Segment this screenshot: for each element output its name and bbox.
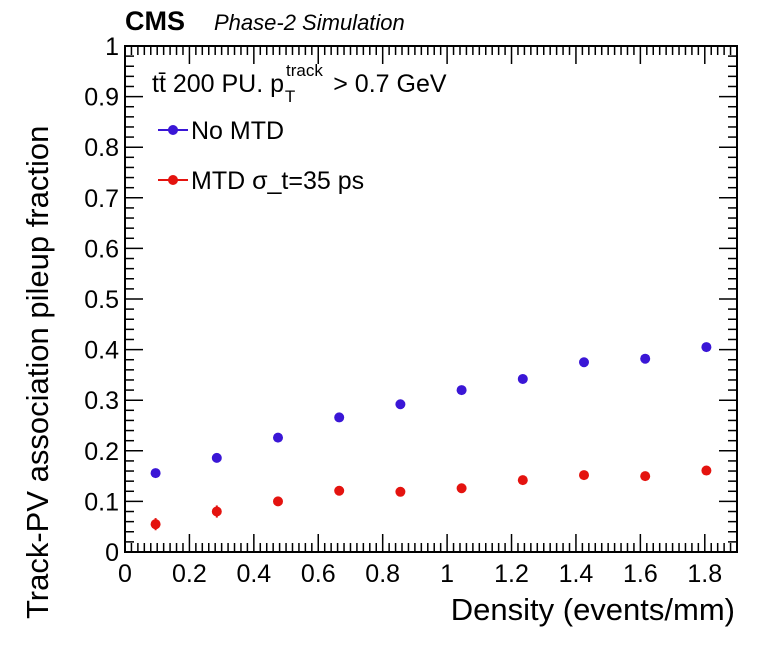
y-tick-label: 0.9: [84, 84, 119, 112]
data-point-series-1: [334, 485, 345, 496]
data-point-series-1: [579, 470, 589, 481]
annotation-sub: T: [285, 87, 295, 106]
data-point-series-0: [640, 353, 651, 364]
data-point-series-1: [150, 519, 161, 530]
y-tick-label: 0.2: [84, 438, 119, 466]
data-points: [150, 342, 712, 531]
x-axis-title: Density (events/mm): [451, 592, 735, 627]
x-tick-label: 0: [118, 560, 132, 588]
data-point-series-1: [517, 475, 528, 486]
x-tick-label: 1.6: [623, 560, 658, 588]
y-tick-label: 0.8: [84, 134, 119, 162]
data-point-series-0: [273, 432, 283, 443]
data-point-series-0: [334, 412, 345, 423]
data-point-series-0: [579, 357, 589, 368]
experiment-sub-label: Phase-2 Simulation: [214, 10, 405, 35]
y-tick-label: 1: [105, 33, 119, 61]
data-point-series-1: [211, 506, 222, 517]
annotation-sup: track: [286, 61, 323, 80]
data-point-series-1: [273, 496, 283, 507]
data-point-series-0: [517, 373, 528, 384]
legend-label-mtd: MTD σ_t=35 ps: [191, 167, 364, 195]
tick-labels: 0 0.2 0.4 0.6 0.8 1 1.2 1.4 1.6 1.8 0 0.1 0.2 0.3 0.4 0…: [84, 33, 722, 588]
annotation-suffix: > 0.7 GeV: [333, 70, 447, 98]
data-point-series-1: [456, 483, 467, 494]
y-tick-label: 0.7: [84, 185, 119, 213]
x-tick-label: 1.4: [559, 560, 594, 588]
data-point-series-0: [701, 342, 712, 353]
data-point-series-0: [456, 385, 467, 396]
experiment-label: CMS: [125, 6, 185, 36]
plot-annotation: tt̄ 200 PU. p track T > 0.7 GeV: [152, 61, 447, 106]
data-point-series-0: [150, 468, 161, 479]
y-tick-label: 0.6: [84, 235, 119, 263]
data-point-series-0: [211, 452, 222, 463]
x-tick-label: 0.4: [236, 560, 271, 588]
x-tick-label: 0.2: [172, 560, 207, 588]
x-tick-label: 1.2: [494, 560, 529, 588]
y-tick-label: 0.4: [84, 337, 119, 365]
x-tick-label: 1.8: [687, 560, 722, 588]
data-point-series-1: [701, 465, 712, 476]
y-tick-label: 0.5: [84, 286, 119, 314]
y-tick-label: 0: [105, 539, 119, 567]
data-point-series-0: [395, 399, 406, 410]
x-tick-label: 0.6: [301, 560, 336, 588]
data-point-series-1: [640, 471, 651, 482]
axis-ticks: [124, 45, 738, 553]
legend-label-no-mtd: No MTD: [191, 117, 284, 145]
legend-marker-mtd: [168, 175, 178, 185]
y-axis-title: Track-PV association pileup fraction: [20, 126, 55, 619]
data-point-series-1: [395, 486, 406, 497]
legend-marker-no-mtd: [168, 125, 178, 135]
annotation-main: tt̄ 200 PU. p: [152, 70, 284, 98]
y-tick-label: 0.3: [84, 387, 119, 415]
legend: No MTD MTD σ_t=35 ps: [158, 117, 364, 195]
x-tick-label: 1: [440, 560, 454, 588]
y-tick-label: 0.1: [84, 488, 119, 516]
x-tick-label: 0.8: [365, 560, 400, 588]
